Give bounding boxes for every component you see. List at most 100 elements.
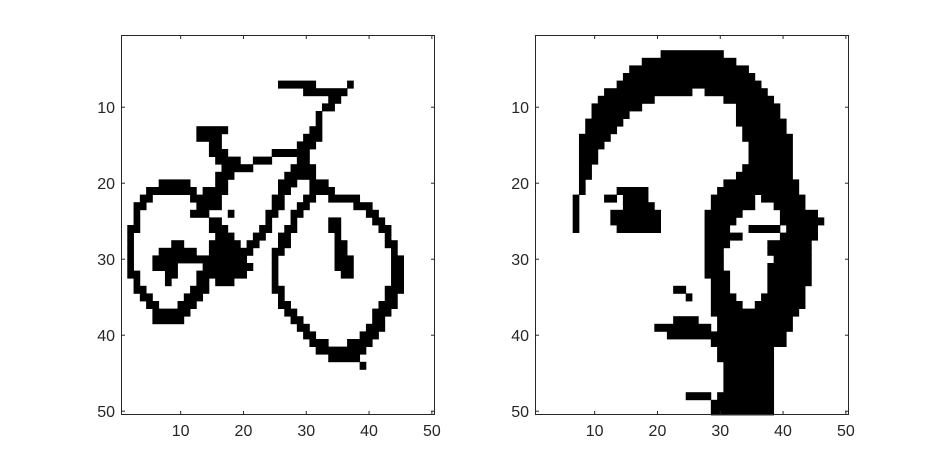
pixel-run <box>303 331 317 340</box>
pixel-run <box>616 80 762 89</box>
pixel-run <box>654 323 712 332</box>
pixel-run <box>391 263 404 271</box>
pixel-run <box>259 225 273 233</box>
pixel-run <box>183 293 204 302</box>
pixel-run <box>578 187 586 195</box>
pixel-run <box>616 225 661 233</box>
pixel-run <box>779 217 825 226</box>
pixel-run <box>717 392 775 401</box>
pixel-run <box>152 308 191 317</box>
pixel-run <box>572 217 580 226</box>
pixel-run <box>353 202 373 211</box>
pixel-run <box>710 407 775 416</box>
x-tick-label: 50 <box>423 423 441 440</box>
pixel-run <box>127 255 134 264</box>
pixel-run <box>572 225 580 233</box>
pixel-run <box>378 225 392 233</box>
pixel-run <box>372 316 386 325</box>
pixel-run <box>139 293 153 302</box>
pixel-run <box>139 194 153 203</box>
pixel-run <box>278 240 291 249</box>
pixel-run <box>271 263 279 271</box>
pixel-run <box>572 194 580 203</box>
pixel-run <box>578 149 599 157</box>
y-tick-label: 30 <box>511 252 529 269</box>
pixel-run <box>610 217 661 226</box>
pixel-run <box>773 255 812 264</box>
pixel-run <box>704 88 768 97</box>
pixel-run <box>779 232 818 241</box>
pixel-run <box>215 232 235 241</box>
pixel-run <box>227 209 235 218</box>
pixel-run <box>271 247 285 256</box>
x-tick-label: 40 <box>774 423 792 440</box>
pixel-run <box>328 354 361 363</box>
pixel-run <box>359 331 379 340</box>
pixel-run <box>133 202 147 211</box>
pixel-run <box>723 384 775 393</box>
pixel-run <box>321 103 335 112</box>
pixel-run <box>710 399 775 408</box>
pixel-run <box>278 187 291 195</box>
pixel-run <box>328 194 361 203</box>
x-tick-label: 20 <box>649 423 667 440</box>
pixel-run <box>208 247 254 256</box>
pixel-run <box>265 217 273 226</box>
pixel-run <box>133 209 141 218</box>
pixel-run <box>133 278 141 287</box>
pixel-run <box>710 293 737 302</box>
pixel-run <box>629 65 749 74</box>
face-image-axes: 10 20 30 40 50 10 20 30 40 50 <box>511 35 855 440</box>
pixel-run <box>578 171 592 180</box>
pixel-run <box>365 209 379 218</box>
pixel-run <box>271 270 279 279</box>
pixel-run <box>742 164 793 173</box>
pixel-run <box>196 202 222 211</box>
pixel-run <box>208 217 222 226</box>
pixel-run <box>340 270 354 279</box>
pixel-run <box>334 263 354 271</box>
pixel-run <box>309 126 323 135</box>
pixel-run <box>359 361 367 370</box>
x-tick-label: 20 <box>235 423 253 440</box>
x-tick-label: 10 <box>172 423 190 440</box>
pixel-run <box>215 179 229 188</box>
pixel-run <box>278 232 291 241</box>
pixel-run <box>208 225 229 233</box>
pixel-run <box>252 232 266 241</box>
pixel-run <box>786 225 818 233</box>
pixel-run <box>328 95 342 104</box>
pixel-run <box>717 346 775 355</box>
pixel-run <box>717 354 775 363</box>
pixel-run <box>710 339 787 347</box>
pixel-run <box>622 194 649 203</box>
pixel-run <box>660 50 724 59</box>
pixel-run <box>578 164 592 173</box>
pixel-run <box>685 392 712 401</box>
pixel-run <box>704 225 731 233</box>
pixel-run <box>723 369 775 378</box>
pixel-run <box>284 308 298 317</box>
pixel-run <box>779 209 818 218</box>
pixel-run <box>704 232 743 241</box>
pixel-run <box>152 263 172 271</box>
pixel-run <box>296 323 310 332</box>
pixel-run <box>604 88 693 97</box>
pixel-run <box>622 202 655 211</box>
pixel-run <box>271 285 285 294</box>
pixel-run <box>673 285 687 294</box>
pixel-run <box>208 149 229 157</box>
pixel-run <box>641 57 737 66</box>
pixel-run <box>391 270 404 279</box>
pixel-run <box>196 278 210 287</box>
pixel-run <box>171 263 178 271</box>
pixel-run <box>578 156 599 165</box>
y-tick-label: 40 <box>511 328 529 345</box>
pixel-run <box>146 301 160 309</box>
pixel-run <box>190 285 210 294</box>
pixel-run <box>748 156 793 165</box>
pixel-run <box>704 255 724 264</box>
pixel-run <box>196 133 222 142</box>
pixel-run <box>767 270 812 279</box>
